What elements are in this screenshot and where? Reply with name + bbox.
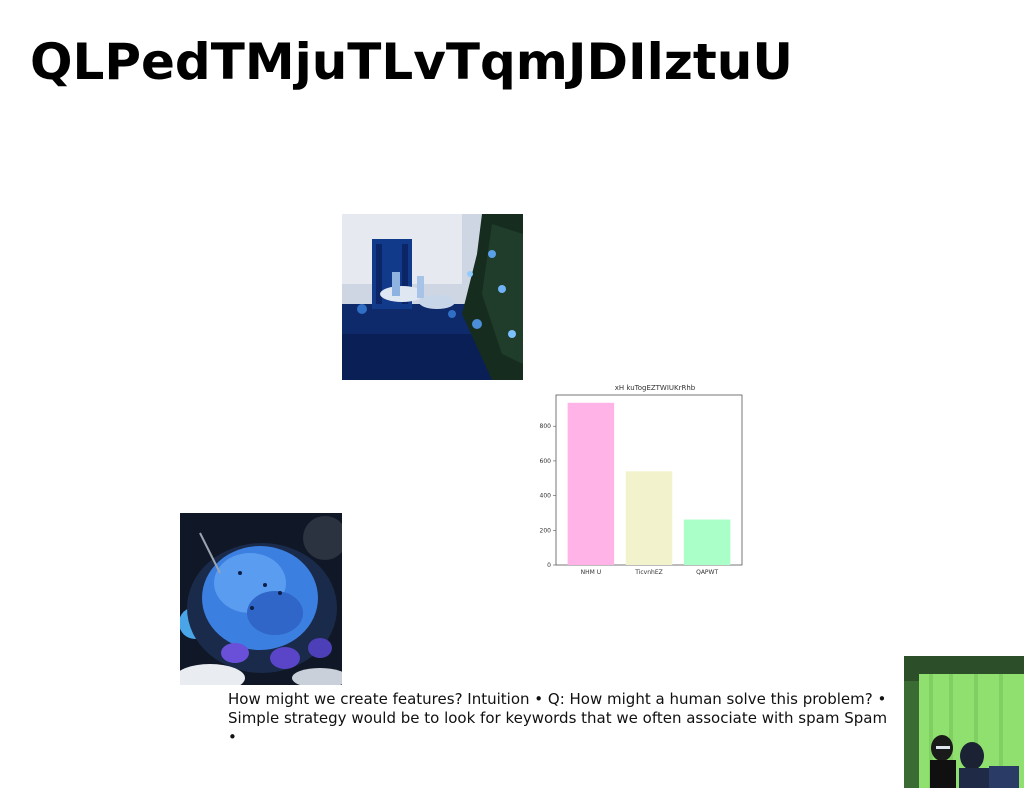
x-tick-label: QAPWT <box>696 569 718 576</box>
y-tick-label: 600 <box>540 458 552 465</box>
x-tick-label: TicvnhEZ <box>634 569 663 576</box>
y-tick-label: 200 <box>540 527 552 534</box>
bar-2 <box>683 519 731 565</box>
y-tick-label: 0 <box>547 562 551 569</box>
turkey-platter-photo <box>180 513 342 685</box>
y-tick-label: 400 <box>540 493 552 500</box>
chart-title: xH kuTogEZTWIUKrRhb <box>615 384 696 392</box>
slide-title: QLPedTMjuTLvTqmJDIlztuU <box>30 33 793 91</box>
people-photo <box>904 656 1024 788</box>
slide-body-text: How might we create features? Intuition … <box>228 690 888 746</box>
bar-1 <box>625 471 673 565</box>
x-tick-label: NHM U <box>581 569 601 576</box>
table-setting-photo <box>342 214 523 380</box>
y-tick-label: 800 <box>540 423 552 430</box>
bar-0 <box>567 402 615 565</box>
bar-chart: xH kuTogEZTWIUKrRhb 0 200 400 600 800 NHM U T… <box>530 380 750 580</box>
